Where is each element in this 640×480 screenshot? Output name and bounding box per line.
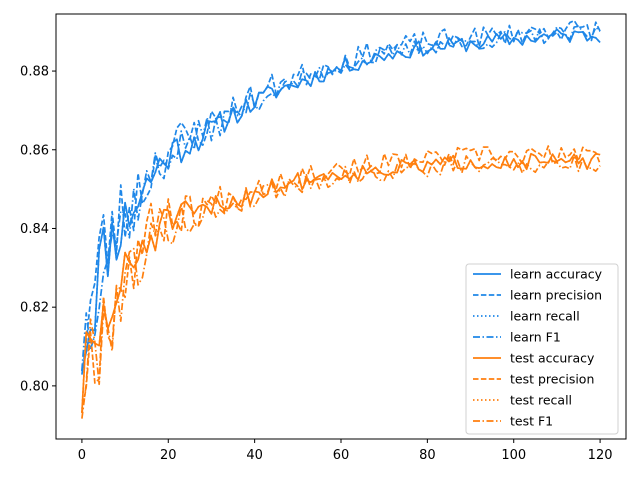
series-line-test-f1 <box>81 154 601 419</box>
x-tick-label: 20 <box>160 448 177 463</box>
x-tick-label: 120 <box>588 448 613 463</box>
series-layer <box>81 19 601 419</box>
legend-label: learn F1 <box>510 330 561 345</box>
y-tick-label: 0.80 <box>20 379 49 394</box>
x-axis: 0 20 40 60 80 100 120 <box>78 439 613 463</box>
y-tick-label: 0.88 <box>20 65 49 80</box>
x-tick-label: 40 <box>246 448 263 463</box>
x-tick-label: 80 <box>419 448 436 463</box>
legend-label: learn accuracy <box>510 267 603 282</box>
legend-label: learn recall <box>510 309 580 324</box>
legend-label: test recall <box>510 393 572 408</box>
legend-label: test F1 <box>510 414 553 429</box>
y-tick-label: 0.84 <box>20 222 49 237</box>
x-tick-label: 0 <box>78 448 86 463</box>
y-axis: 0.80 0.82 0.84 0.86 0.88 <box>20 65 56 394</box>
x-tick-label: 100 <box>501 448 526 463</box>
legend-box <box>465 263 619 435</box>
legend: learn accuracy learn precision learn recal… <box>465 263 619 435</box>
series-line-learn-recall <box>81 28 601 372</box>
y-tick-label: 0.86 <box>20 143 49 158</box>
legend-label: test accuracy <box>510 351 595 366</box>
x-tick-label: 60 <box>333 448 350 463</box>
series-line-learn-f1 <box>81 25 601 371</box>
y-tick-label: 0.82 <box>20 301 49 316</box>
series-line-test-precision <box>81 145 601 413</box>
legend-label: learn precision <box>510 288 602 303</box>
legend-label: test precision <box>510 372 594 387</box>
